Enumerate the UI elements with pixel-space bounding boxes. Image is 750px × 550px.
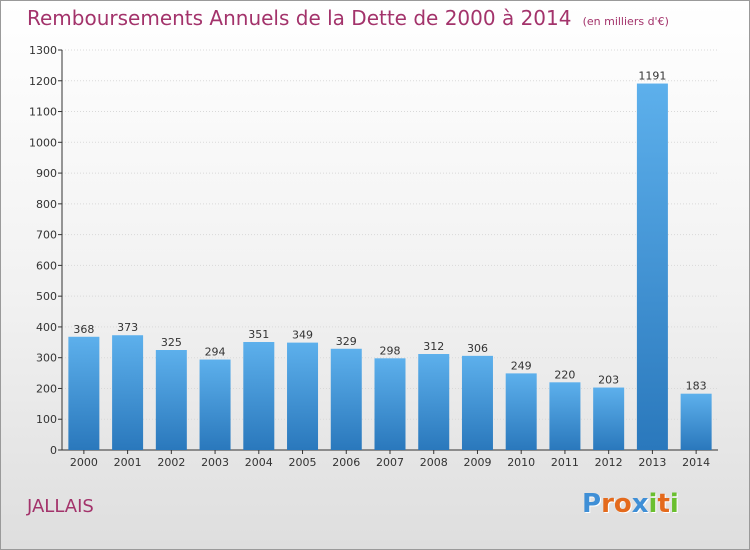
bar-value-label: 306	[467, 342, 488, 355]
commune-name: JALLAIS	[27, 496, 94, 517]
bar-value-label: 329	[336, 335, 357, 348]
bar-value-label: 249	[511, 359, 532, 372]
bar	[549, 382, 581, 450]
bar	[155, 350, 187, 450]
bar-value-label: 349	[292, 329, 313, 342]
x-tick-label: 2011	[551, 456, 579, 469]
chart-unit: (en milliers d'€)	[582, 15, 669, 28]
bar	[374, 358, 406, 450]
logo-letter: t	[657, 489, 670, 519]
x-tick-label: 2001	[114, 456, 142, 469]
x-tick-label: 2007	[376, 456, 404, 469]
x-tick-label: 2013	[638, 456, 666, 469]
x-tick-label: 2005	[289, 456, 317, 469]
x-tick-label: 2000	[70, 456, 98, 469]
logo-letter: r	[601, 489, 614, 519]
y-tick-label: 1100	[29, 106, 57, 119]
bar-value-label: 203	[598, 374, 619, 387]
bar	[243, 342, 275, 450]
logo-letter: x	[631, 489, 649, 519]
y-tick-label: 700	[36, 229, 57, 242]
bar	[112, 335, 144, 450]
bar	[680, 393, 712, 450]
bar	[461, 355, 493, 450]
y-tick-label: 800	[36, 198, 57, 211]
bar	[418, 354, 450, 450]
x-tick-label: 2012	[595, 456, 623, 469]
logo-letter: i	[648, 489, 658, 519]
bar-value-label: 368	[73, 323, 94, 336]
y-tick-label: 300	[36, 352, 57, 365]
bar-value-label: 325	[161, 336, 182, 349]
y-tick-label: 200	[36, 382, 57, 395]
logo-letter: P	[582, 489, 602, 519]
y-tick-label: 400	[36, 321, 57, 334]
bar	[505, 373, 537, 450]
x-tick-label: 2008	[420, 456, 448, 469]
y-tick-label: 0	[50, 444, 57, 457]
bar-value-label: 298	[380, 344, 401, 357]
logo-letter: o	[613, 489, 632, 519]
bar	[68, 336, 100, 450]
x-tick-label: 2014	[682, 456, 710, 469]
y-tick-label: 1200	[29, 75, 57, 88]
logo-letter: i	[669, 489, 679, 519]
bar-value-label: 294	[205, 346, 226, 359]
x-tick-label: 2003	[201, 456, 229, 469]
chart-title-text: Remboursements Annuels de la Dette de 20…	[27, 6, 572, 30]
bar	[199, 359, 231, 450]
x-tick-label: 2010	[507, 456, 535, 469]
x-tick-label: 2002	[157, 456, 185, 469]
bar	[287, 342, 319, 450]
y-tick-label: 900	[36, 167, 57, 180]
x-tick-label: 2006	[332, 456, 360, 469]
bar-value-label: 373	[117, 321, 138, 334]
bar-value-label: 183	[686, 380, 707, 393]
chart-title: Remboursements Annuels de la Dette de 20…	[27, 6, 669, 30]
x-tick-label: 2009	[463, 456, 491, 469]
bar	[330, 348, 362, 450]
bar-value-label: 220	[554, 368, 575, 381]
bar-value-label: 351	[248, 328, 269, 341]
y-tick-label: 1000	[29, 136, 57, 149]
y-tick-label: 500	[36, 290, 57, 303]
y-tick-label: 600	[36, 259, 57, 272]
bar	[636, 83, 668, 451]
y-tick-label: 100	[36, 413, 57, 426]
bar-value-label: 1191	[638, 70, 666, 83]
bar-value-label: 312	[423, 340, 444, 353]
y-tick-label: 1300	[29, 44, 57, 57]
bar	[593, 387, 625, 450]
proxiti-logo: Proxiti	[582, 489, 679, 519]
x-tick-label: 2004	[245, 456, 273, 469]
